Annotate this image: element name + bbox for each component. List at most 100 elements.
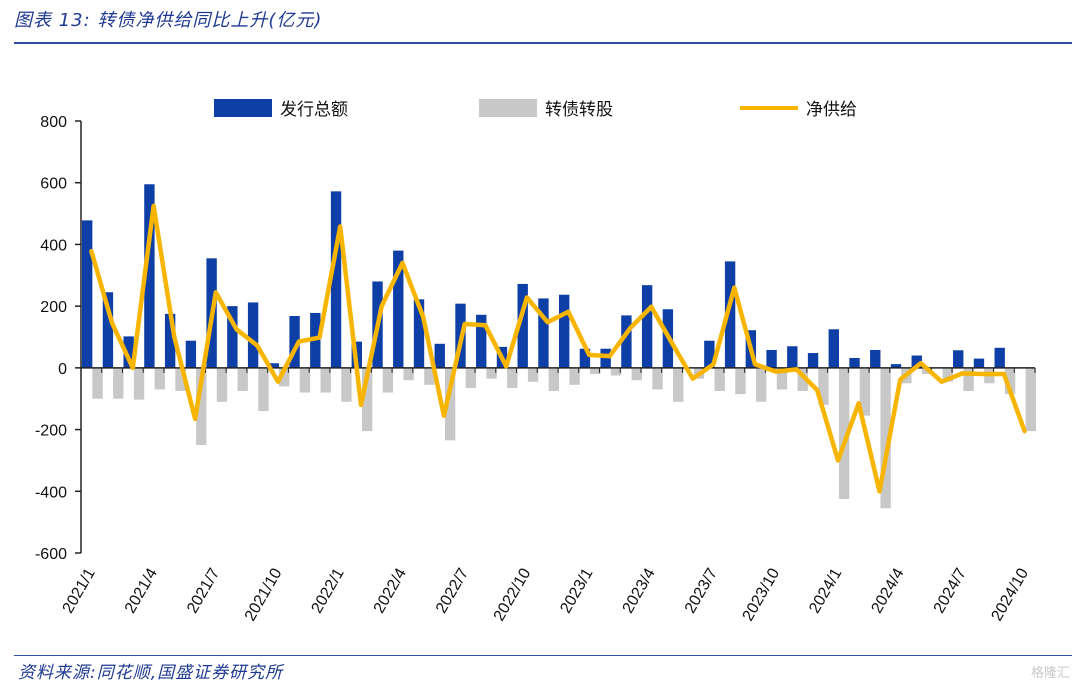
conversion-bar <box>569 367 580 385</box>
conversion-bar <box>652 367 663 390</box>
chart-title: 图表 13: 转债净供给同比上升(亿元) <box>14 10 323 31</box>
conversion-bar <box>1025 367 1036 432</box>
conversion-bar <box>859 367 871 416</box>
issue-bar <box>828 329 839 368</box>
issue-bar <box>123 336 134 368</box>
issue-bar <box>724 261 736 368</box>
issue-bar <box>164 313 176 368</box>
issue-bar <box>787 346 798 368</box>
issue-bar <box>579 348 591 368</box>
issue-bar <box>517 283 528 368</box>
issue-bar <box>704 340 715 368</box>
x-tick-label: 2024/1 <box>806 565 845 616</box>
conversion-bar <box>113 367 124 399</box>
conversion-bar <box>424 367 435 385</box>
legend: 发行总额 转债转股 净供给 <box>214 99 857 120</box>
conversion-bar <box>818 367 829 405</box>
x-tick-label: 2022/7 <box>433 565 472 616</box>
x-tick-label: 2022/10 <box>491 565 535 624</box>
issue-bar <box>849 357 860 368</box>
conversion-bar <box>382 367 394 393</box>
conversion-bar <box>175 367 186 391</box>
conversion-bar <box>548 367 559 391</box>
x-tick-label: 2024/7 <box>931 565 970 616</box>
issue-bar <box>393 250 404 368</box>
issue-bar <box>102 292 114 368</box>
x-tick-label: 2022/1 <box>309 565 348 616</box>
conversion-bar <box>444 367 456 441</box>
y-tick-label: 800 <box>40 114 67 131</box>
y-tick-label: 400 <box>40 237 67 254</box>
source-note: 资料来源:同花顺,国盛证券研究所 <box>18 663 284 683</box>
issue-bars <box>82 184 1005 368</box>
conversion-bar <box>361 367 373 432</box>
conversion-bar <box>299 367 311 393</box>
x-tick-label: 2021/4 <box>122 565 161 616</box>
issue-bar <box>600 348 611 368</box>
conversion-bar <box>465 367 477 388</box>
conversion-bar <box>610 367 622 376</box>
x-tick-label: 2022/4 <box>371 565 410 616</box>
x-tick-label: 2024/10 <box>988 565 1032 624</box>
x-tick-label: 2023/4 <box>620 565 659 616</box>
issue-bar <box>434 343 445 368</box>
issue-bar <box>476 314 487 368</box>
conversion-bar <box>154 367 165 390</box>
conversion-bar <box>486 367 497 379</box>
issue-bar <box>227 306 238 368</box>
conversion-bar <box>714 367 725 391</box>
conversion-bar <box>590 367 601 375</box>
conversion-bar <box>92 367 103 399</box>
x-tick-label: 2021/10 <box>242 565 286 624</box>
conversion-bar <box>735 367 746 395</box>
issue-bar <box>870 349 881 368</box>
issue-bar <box>268 363 280 368</box>
issue-bar <box>807 353 819 368</box>
conversion-bar <box>507 367 518 388</box>
conversion-bar <box>258 367 269 412</box>
issue-bar <box>953 350 964 368</box>
y-tick-label: -400 <box>35 484 67 501</box>
conversion-bar <box>776 367 788 390</box>
y-tick-label: 200 <box>40 299 67 316</box>
y-tick-label: 600 <box>40 176 67 193</box>
conversion-bar <box>673 367 684 402</box>
issue-bar <box>330 191 342 368</box>
conversion-bar <box>1004 367 1016 395</box>
y-tick-label: 0 <box>58 361 67 378</box>
conversion-bar <box>797 367 808 391</box>
issue-bar <box>538 298 549 368</box>
issue-bar <box>247 302 259 368</box>
legend-label-issue: 发行总额 <box>280 100 348 120</box>
conversion-bar <box>216 367 228 402</box>
conversion-bar <box>963 367 974 391</box>
issue-bar <box>144 184 155 368</box>
conversion-bar <box>403 367 414 381</box>
y-tick-label: -200 <box>35 423 67 440</box>
issue-bar <box>641 285 653 368</box>
conversion-bar <box>133 367 145 400</box>
x-tick-label: 2023/1 <box>557 565 596 616</box>
conversion-bar <box>756 367 767 402</box>
issue-bar <box>890 364 902 368</box>
legend-swatch-conversion <box>479 99 537 117</box>
footer-divider <box>14 655 1072 656</box>
issue-bar <box>559 294 570 368</box>
conversion-bar <box>880 367 891 509</box>
issue-bar <box>973 358 985 368</box>
conversion-bar <box>341 367 352 402</box>
title-divider <box>14 42 1072 44</box>
legend-label-conversion: 转债转股 <box>545 100 613 120</box>
x-tick-label: 2024/4 <box>868 565 907 616</box>
x-tick-labels: 2021/1 2021/4 2021/7 2021/10 2022/1 2022/4 202… <box>60 565 1032 624</box>
issue-bar <box>621 315 632 368</box>
conversion-bars <box>92 367 1036 509</box>
x-tick-label: 2021/1 <box>60 565 99 616</box>
y-axis: 800 600 400 200 0 -200 -400 -600 <box>35 114 82 563</box>
conversion-bar <box>196 367 207 445</box>
conversion-bar <box>527 367 539 382</box>
conversion-bar <box>942 367 954 382</box>
net-supply-line <box>89 203 1027 494</box>
legend-swatch-issue <box>214 99 272 117</box>
